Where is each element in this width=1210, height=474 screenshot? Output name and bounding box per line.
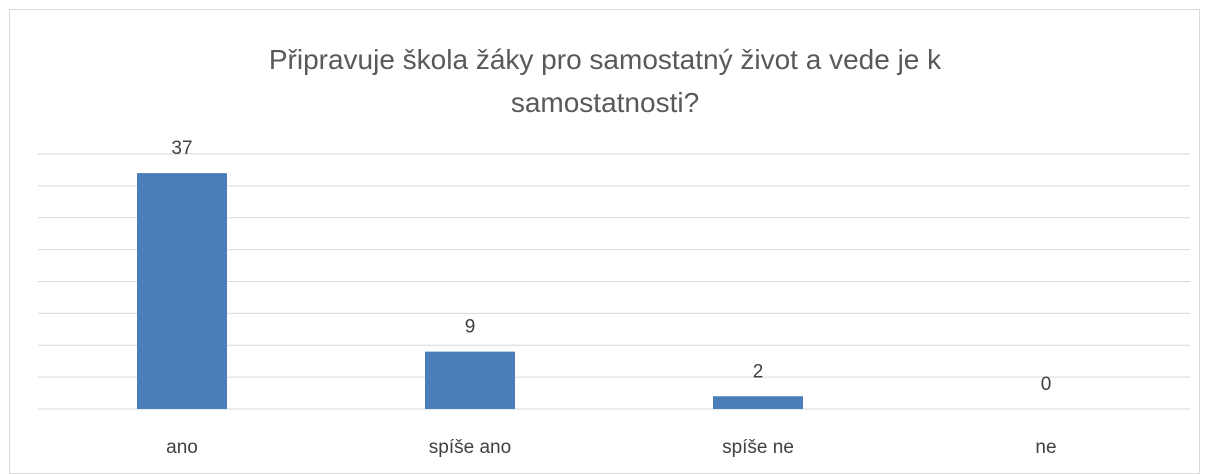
- bar: [713, 396, 803, 409]
- x-tick-label: ano: [166, 437, 198, 458]
- data-label: 9: [465, 317, 476, 338]
- data-label: 0: [1041, 374, 1052, 395]
- x-tick-label: ne: [1035, 437, 1056, 458]
- bar: [137, 173, 227, 409]
- chart-title: Připravuje škola žáky pro samostatný živ…: [268, 44, 942, 118]
- data-label: 2: [753, 361, 764, 382]
- x-tick-label: spíše ano: [429, 437, 511, 458]
- bar: [425, 351, 515, 409]
- data-label: 37: [171, 138, 192, 159]
- x-tick-label: spíše ne: [722, 437, 794, 458]
